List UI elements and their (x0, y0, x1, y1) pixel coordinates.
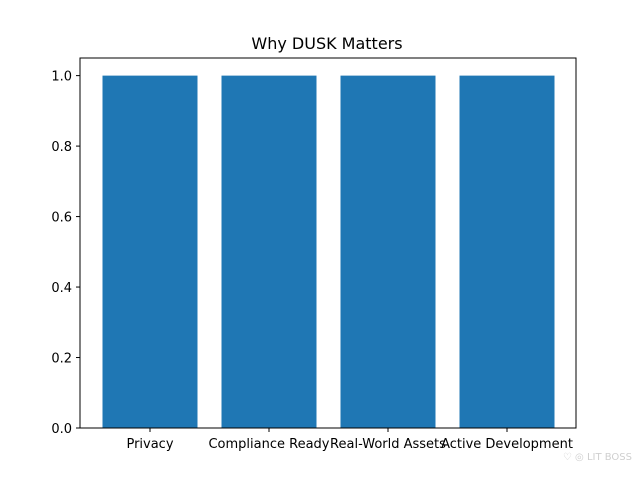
x-axis: Privacy Compliance Ready Real-World Assets… (126, 428, 573, 452)
plot-frame (79, 57, 577, 429)
y-tick-label: 0.6 (51, 211, 72, 226)
y-tick-label: 0.0 (51, 422, 72, 437)
bar-active-development (459, 75, 555, 428)
y-tick-label: 0.8 (51, 140, 72, 155)
y-axis: 0.0 0.2 0.4 0.6 0.8 1.0 (51, 70, 80, 437)
bar-real-world-assets (340, 75, 436, 428)
x-tick-label: Compliance Ready (208, 437, 329, 452)
chart-title: Why DUSK Matters (251, 34, 402, 53)
watermark: ♡ ◎ LIT BOSS (562, 452, 632, 463)
bars-group (102, 75, 555, 428)
y-tick-label: 0.2 (51, 352, 72, 367)
x-tick-label: Real-World Assets (330, 437, 446, 452)
bar-compliance-ready (221, 75, 317, 428)
x-tick-label: Privacy (126, 437, 173, 452)
y-tick-label: 0.4 (51, 281, 72, 296)
bar-privacy (102, 75, 198, 428)
y-tick-label: 1.0 (51, 70, 72, 85)
x-tick-label: Active Development (441, 437, 573, 452)
